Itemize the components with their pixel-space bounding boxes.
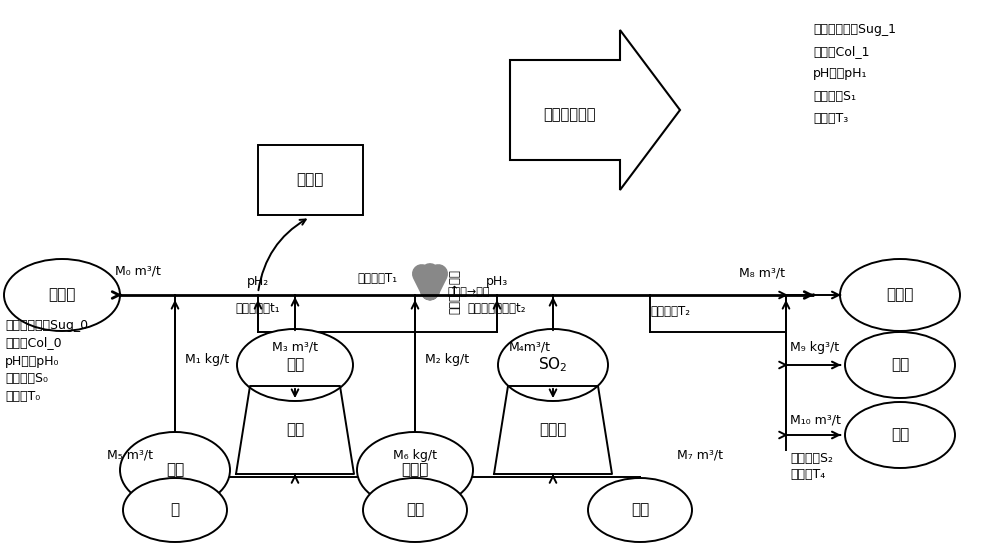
FancyBboxPatch shape bbox=[258, 145, 362, 215]
Text: M₄m³/t: M₄m³/t bbox=[509, 340, 551, 353]
Text: 残硫量：S₀: 残硫量：S₀ bbox=[5, 373, 48, 385]
Text: 燃硫炉: 燃硫炉 bbox=[539, 423, 567, 438]
Text: 色値：Col_0: 色値：Col_0 bbox=[5, 336, 62, 350]
Text: M₁₀ m³/t: M₁₀ m³/t bbox=[790, 414, 841, 426]
Text: M₇ m³/t: M₇ m³/t bbox=[677, 449, 723, 462]
Ellipse shape bbox=[237, 329, 353, 401]
Text: 还原糖含量：Sug_0: 还原糖含量：Sug_0 bbox=[5, 319, 88, 331]
Text: 废汽: 废汽 bbox=[891, 428, 909, 443]
Polygon shape bbox=[494, 386, 612, 474]
Text: 燃料: 燃料 bbox=[406, 503, 424, 518]
Ellipse shape bbox=[498, 329, 608, 401]
Ellipse shape bbox=[845, 402, 955, 468]
Text: M₈ m³/t: M₈ m³/t bbox=[739, 267, 785, 280]
Text: 色値：Col_1: 色値：Col_1 bbox=[813, 46, 870, 58]
Text: M₂ kg/t: M₂ kg/t bbox=[425, 354, 469, 366]
Text: 蒸汽: 蒸汽 bbox=[286, 358, 304, 373]
Ellipse shape bbox=[363, 478, 467, 542]
Text: pH₃: pH₃ bbox=[486, 275, 508, 288]
Text: 硫熰中和时间：t₂: 硫熰中和时间：t₂ bbox=[468, 302, 526, 315]
Text: 一次加热T₁: 一次加热T₁ bbox=[357, 272, 397, 285]
Text: 温度：T₄: 温度：T₄ bbox=[790, 469, 825, 481]
Text: 澄清汁: 澄清汁 bbox=[886, 287, 914, 302]
Text: M₅ m³/t: M₅ m³/t bbox=[107, 449, 153, 462]
Ellipse shape bbox=[840, 259, 960, 331]
Text: 还原糖含量：Sug_1: 还原糖含量：Sug_1 bbox=[813, 23, 896, 37]
Text: 水: 水 bbox=[170, 503, 180, 518]
Ellipse shape bbox=[123, 478, 227, 542]
Text: M₆ kg/t: M₆ kg/t bbox=[393, 449, 437, 462]
Text: SO$_2$: SO$_2$ bbox=[538, 356, 568, 374]
Polygon shape bbox=[510, 30, 680, 190]
Text: 石灰乳: 石灰乳 bbox=[401, 463, 429, 478]
Text: M₃ m³/t: M₃ m³/t bbox=[272, 340, 318, 353]
Ellipse shape bbox=[588, 478, 692, 542]
Text: 残硫量：S₂: 残硫量：S₂ bbox=[790, 451, 833, 464]
Text: M₀ m³/t: M₀ m³/t bbox=[115, 265, 161, 278]
Text: M₉ kg³/t: M₉ kg³/t bbox=[790, 341, 839, 355]
Text: 化学能: 化学能 bbox=[296, 172, 324, 187]
Text: 硫磺: 硫磺 bbox=[631, 503, 649, 518]
Text: 化学能→热能: 化学能→热能 bbox=[448, 287, 490, 297]
Ellipse shape bbox=[357, 432, 473, 508]
Text: 化学能→热能: 化学能→热能 bbox=[448, 270, 461, 315]
Text: 锅炉: 锅炉 bbox=[286, 423, 304, 438]
Ellipse shape bbox=[4, 259, 120, 331]
Text: 温度：T₃: 温度：T₃ bbox=[813, 112, 848, 125]
Text: 二次加热T₂: 二次加热T₂ bbox=[650, 305, 690, 318]
Text: 混合汁: 混合汁 bbox=[48, 287, 76, 302]
Ellipse shape bbox=[845, 332, 955, 398]
Text: 残硫量：S₁: 残硫量：S₁ bbox=[813, 90, 856, 102]
Ellipse shape bbox=[120, 432, 230, 508]
Text: pH値：pH₀: pH値：pH₀ bbox=[5, 355, 59, 368]
Polygon shape bbox=[236, 386, 354, 474]
Text: 温度：T₀: 温度：T₀ bbox=[5, 390, 40, 404]
Text: pH₂: pH₂ bbox=[247, 275, 269, 288]
Text: 磷酸: 磷酸 bbox=[166, 463, 184, 478]
Text: 化学能、热能: 化学能、热能 bbox=[544, 107, 596, 122]
Text: pH値：pH₁: pH値：pH₁ bbox=[813, 67, 868, 81]
Text: 预灰时间：t₁: 预灰时间：t₁ bbox=[236, 302, 280, 315]
Text: 滤泥: 滤泥 bbox=[891, 358, 909, 373]
Text: M₁ kg/t: M₁ kg/t bbox=[185, 354, 229, 366]
